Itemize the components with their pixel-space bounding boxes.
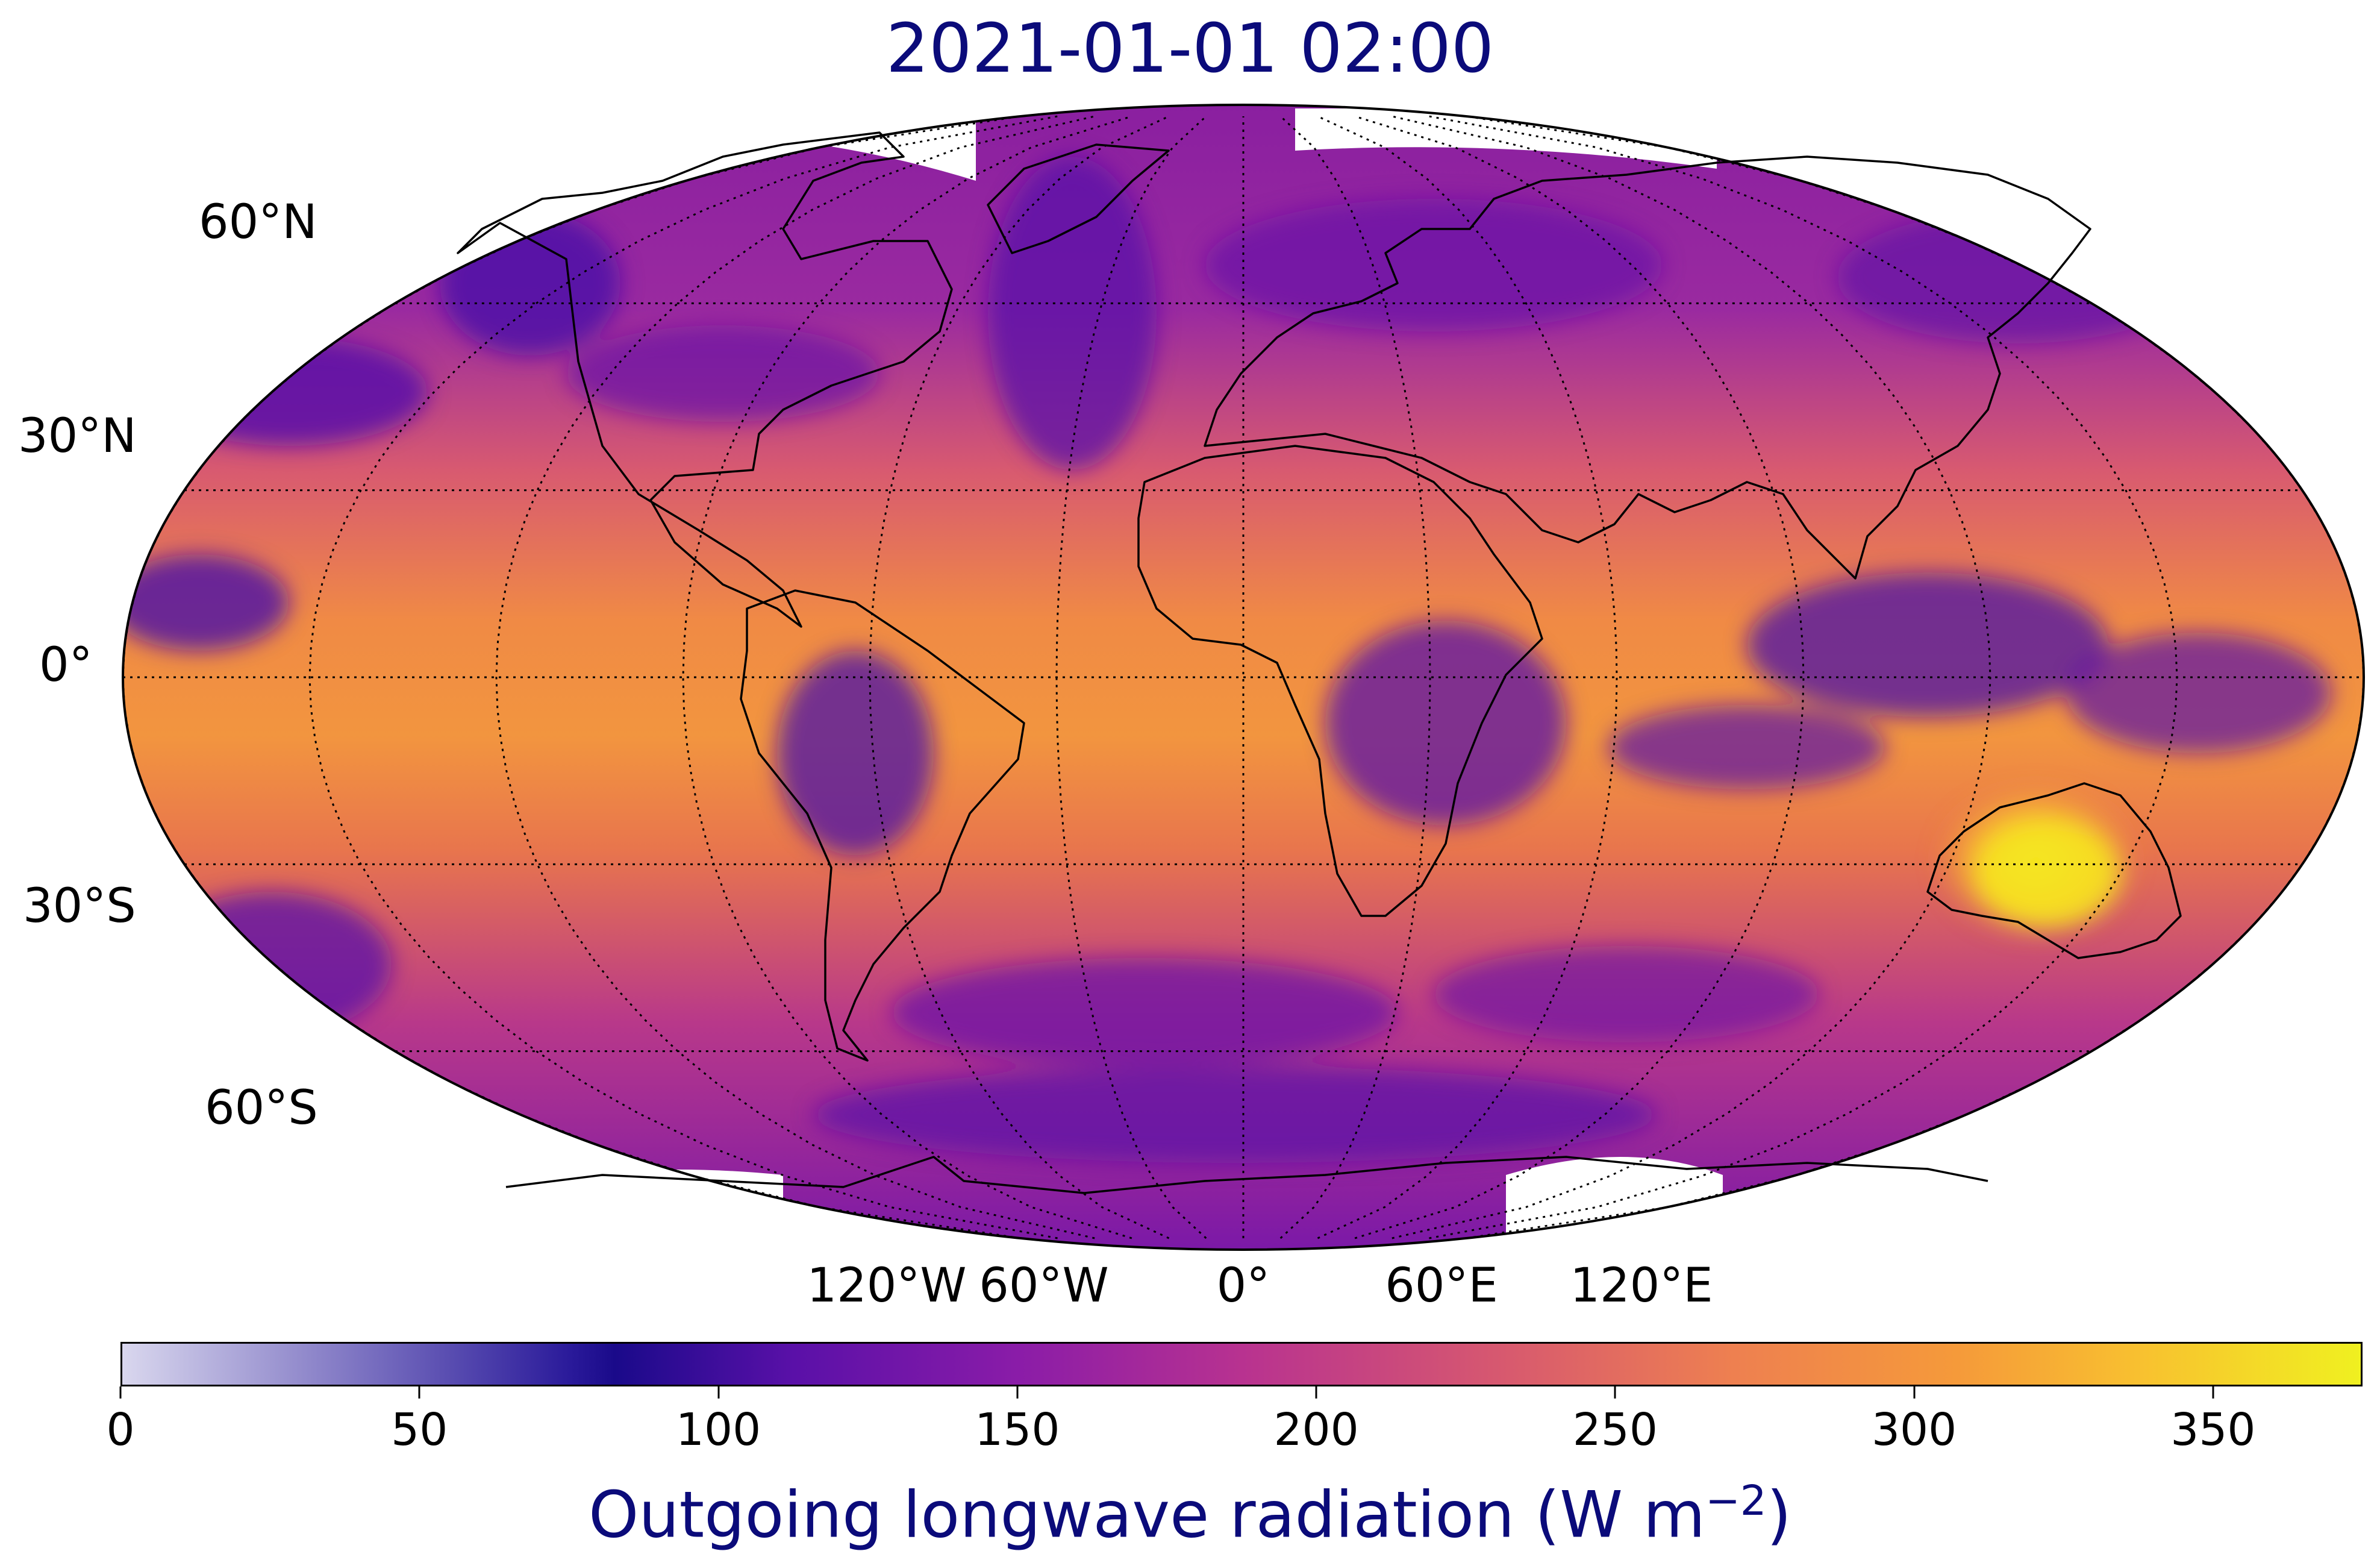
colorbar-tick-label: 300: [1871, 1404, 1957, 1456]
colorbar-tick: [418, 1386, 420, 1399]
colorbar-tick: [1016, 1386, 1019, 1399]
meridian--60: [869, 115, 1170, 1239]
coast-north-america: [457, 131, 953, 628]
colorbar-tick: [717, 1386, 720, 1399]
colorbar-tick-label: 350: [2170, 1404, 2256, 1456]
meridian-90: [1354, 115, 1805, 1239]
colorbar-tick-label: 50: [391, 1404, 448, 1456]
coast-antarctica: [505, 1156, 1988, 1194]
coast-greenland: [987, 143, 1170, 254]
coast-africa: [1137, 445, 1543, 917]
lon-label-60w: 60°W: [979, 1259, 1109, 1313]
lon-label-120e: 120°E: [1570, 1259, 1713, 1313]
lon-label-120w: 120°W: [807, 1259, 967, 1313]
colorbar: [120, 1342, 2363, 1386]
colorbar-label: Outgoing longwave radiation (W m−2): [0, 1476, 2380, 1553]
colorbar-tick: [1614, 1386, 1616, 1399]
colorbar-tick: [119, 1386, 122, 1399]
meridian-150: [1429, 115, 2178, 1239]
coast-europe-asia: [1204, 155, 2091, 580]
polar-missing: [458, 108, 1723, 1247]
meridian-120: [1391, 115, 1991, 1239]
lon-label-0: 0°: [1216, 1259, 1270, 1313]
colorbar-label-end: ): [1766, 1477, 1791, 1552]
colorbar-tick-label: 200: [1273, 1404, 1359, 1456]
meridian--120: [495, 115, 1095, 1239]
colorbar-tick: [1315, 1386, 1317, 1399]
meridian--30: [1055, 115, 1207, 1239]
colorbar-tick-label: 250: [1572, 1404, 1658, 1456]
lat-label-60n: 60°N: [199, 195, 317, 249]
gridlines: [122, 115, 2365, 1239]
map-svg: [122, 104, 2365, 1251]
colorbar-label-main: Outgoing longwave radiation (W m: [589, 1477, 1706, 1552]
lon-label-60e: 60°E: [1385, 1259, 1498, 1313]
colorbar-tick: [1913, 1386, 1916, 1399]
lat-label-equator: 0°: [39, 638, 93, 692]
cloud-patches: [123, 157, 2331, 1163]
lat-label-30s: 30°S: [23, 879, 136, 933]
coastlines: [457, 131, 2182, 1194]
colorbar-label-sup: −2: [1705, 1477, 1767, 1525]
lat-label-30n: 30°N: [18, 409, 137, 463]
colorbar-tick-label: 100: [675, 1404, 761, 1456]
lat-label-60s: 60°S: [205, 1081, 318, 1135]
map-panel: [122, 104, 2365, 1251]
coast-australia: [1926, 782, 2182, 959]
map-title: 2021-01-01 02:00: [885, 10, 1495, 88]
meridian--150: [308, 115, 1058, 1239]
globe-outline: [122, 104, 2365, 1251]
meridian-60: [1317, 115, 1618, 1239]
colorbar-tick: [2212, 1386, 2214, 1399]
meridian-30: [1279, 115, 1431, 1239]
colorbar-tick-label: 150: [975, 1404, 1060, 1456]
meridian--90: [682, 115, 1132, 1239]
coast-south-america: [740, 589, 1025, 1062]
colorbar-tick-label: 0: [106, 1404, 135, 1456]
